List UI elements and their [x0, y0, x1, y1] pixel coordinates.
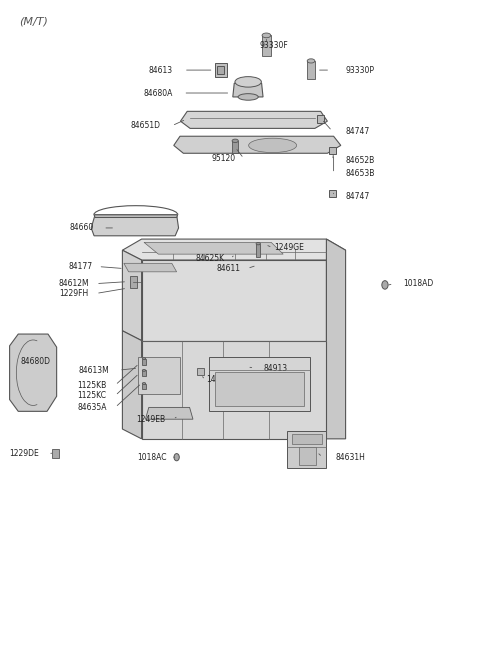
Text: (M/T): (M/T) — [19, 16, 48, 26]
Polygon shape — [287, 431, 326, 468]
Text: 84680A: 84680A — [144, 88, 173, 98]
Text: 84913: 84913 — [263, 364, 287, 373]
Bar — [142, 371, 146, 376]
Ellipse shape — [174, 453, 179, 461]
Ellipse shape — [262, 33, 271, 38]
Bar — [131, 276, 137, 288]
Text: 84612M: 84612M — [58, 279, 89, 288]
Polygon shape — [142, 260, 326, 341]
Polygon shape — [122, 239, 346, 260]
Polygon shape — [174, 136, 341, 153]
Bar — [215, 63, 227, 77]
Text: 93330F: 93330F — [259, 41, 288, 50]
Text: 1249GE: 1249GE — [275, 243, 304, 252]
Bar — [52, 449, 59, 457]
Polygon shape — [91, 215, 179, 236]
Text: 1125KC: 1125KC — [78, 391, 107, 400]
Polygon shape — [292, 434, 322, 444]
Ellipse shape — [142, 358, 146, 360]
Text: 84652B: 84652B — [346, 156, 375, 165]
Text: 84613M: 84613M — [79, 365, 109, 375]
Text: 84651D: 84651D — [131, 121, 161, 130]
Polygon shape — [142, 341, 326, 439]
Text: 84631H: 84631H — [336, 453, 366, 462]
Text: 84635A: 84635A — [77, 403, 107, 412]
Ellipse shape — [235, 77, 261, 87]
Polygon shape — [138, 357, 180, 394]
Ellipse shape — [238, 94, 258, 100]
Polygon shape — [215, 372, 304, 406]
Bar — [307, 61, 315, 79]
Text: 1229FH: 1229FH — [60, 289, 89, 298]
Polygon shape — [122, 250, 142, 341]
Ellipse shape — [307, 59, 315, 63]
Bar — [256, 244, 261, 257]
Bar — [317, 115, 324, 123]
Text: 84177: 84177 — [68, 262, 92, 271]
Polygon shape — [94, 215, 178, 217]
Polygon shape — [144, 242, 283, 254]
Text: 84611: 84611 — [217, 264, 241, 273]
Text: 1018AC: 1018AC — [138, 453, 167, 462]
Text: 1229DE: 1229DE — [10, 449, 39, 458]
Polygon shape — [233, 83, 263, 97]
Ellipse shape — [256, 242, 261, 245]
Ellipse shape — [142, 383, 146, 384]
Polygon shape — [122, 331, 142, 439]
Text: 84625K: 84625K — [195, 254, 225, 263]
Polygon shape — [10, 334, 57, 411]
Text: 1125KB: 1125KB — [77, 381, 107, 390]
Text: 1249EB: 1249EB — [136, 415, 166, 424]
Polygon shape — [124, 263, 177, 272]
Bar — [142, 384, 146, 389]
Polygon shape — [145, 407, 193, 419]
Text: 84680D: 84680D — [20, 357, 50, 366]
Text: 84747: 84747 — [346, 192, 370, 201]
Bar — [217, 66, 224, 74]
Text: 84660: 84660 — [69, 223, 94, 233]
Text: 84613: 84613 — [149, 66, 173, 75]
Text: 1491LB: 1491LB — [206, 375, 235, 384]
Polygon shape — [209, 357, 310, 411]
Text: 95120: 95120 — [211, 154, 235, 163]
Bar — [232, 141, 238, 153]
Polygon shape — [180, 111, 327, 128]
Polygon shape — [326, 239, 346, 439]
Text: 1018AD: 1018AD — [403, 279, 433, 288]
Bar — [328, 147, 336, 154]
Bar — [197, 368, 204, 375]
Ellipse shape — [249, 138, 297, 153]
Text: 93330P: 93330P — [346, 66, 374, 75]
Text: 84747: 84747 — [346, 126, 370, 136]
Bar — [329, 190, 336, 196]
Ellipse shape — [232, 139, 238, 143]
Bar — [262, 35, 271, 56]
Polygon shape — [299, 447, 316, 465]
Ellipse shape — [382, 280, 388, 290]
Ellipse shape — [142, 369, 146, 371]
Text: 84653B: 84653B — [346, 169, 375, 178]
Bar — [142, 359, 146, 364]
